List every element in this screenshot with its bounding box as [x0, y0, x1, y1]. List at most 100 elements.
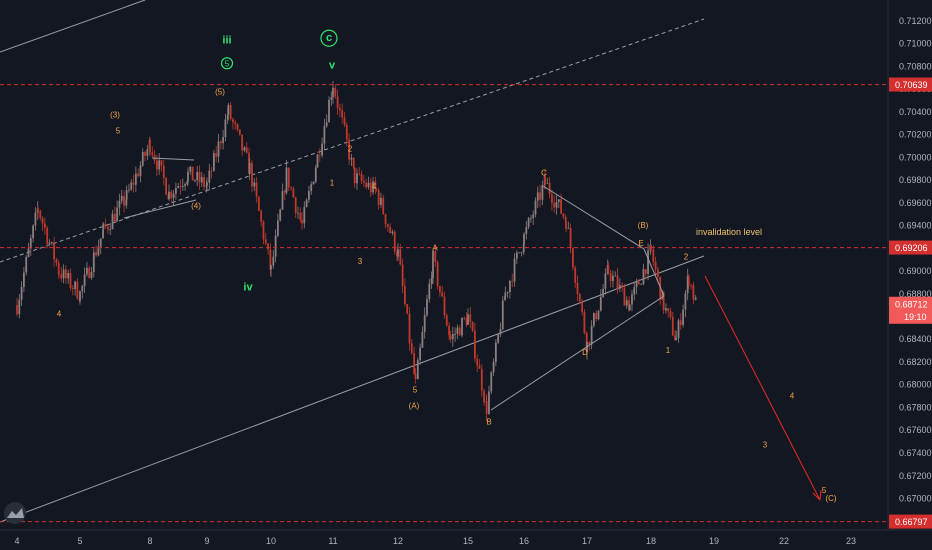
- candle-body: [694, 297, 697, 300]
- candle-body: [210, 170, 213, 172]
- price-level-tag: [889, 514, 932, 529]
- candle-body: [123, 196, 125, 206]
- projection-arrowhead-icon: [812, 489, 822, 501]
- candle-body: [343, 117, 346, 125]
- candle-body: [657, 269, 659, 277]
- price-axis[interactable]: 0.67000 0.67200 0.67400 0.67600 0.67800 0.680…: [887, 0, 932, 530]
- candle-body: [162, 165, 165, 179]
- candle-body: [421, 331, 424, 348]
- candle-body: [348, 139, 350, 160]
- invalidation-label: invalidation level: [696, 227, 762, 237]
- y-tick-label: 0.70200: [899, 130, 932, 140]
- x-tick-label: 23: [846, 536, 856, 546]
- candle-body: [303, 206, 306, 224]
- candle-body: [156, 160, 158, 170]
- candle-body: [241, 134, 244, 151]
- candle-body: [206, 182, 208, 186]
- triangle-line: [643, 248, 665, 297]
- y-tick-label: 0.67000: [899, 494, 932, 504]
- candle-body: [172, 193, 175, 198]
- candle-body: [134, 173, 137, 185]
- candle-body: [408, 313, 411, 344]
- y-tick-label: 0.68000: [899, 380, 932, 390]
- candle-body: [226, 114, 229, 120]
- price-levels: [0, 84, 888, 523]
- y-tick-label: 0.71200: [899, 16, 932, 26]
- candle-body: [184, 184, 186, 186]
- y-tick-label: 0.68200: [899, 357, 932, 367]
- candle-body: [41, 218, 44, 224]
- wave-label: 2: [684, 253, 689, 262]
- x-tick-label: 8: [147, 536, 152, 546]
- candle-body: [339, 107, 341, 111]
- tradingview-logo-icon: [4, 502, 26, 524]
- candle-body: [523, 234, 525, 245]
- candle-body: [393, 231, 396, 252]
- candle-body: [690, 284, 692, 286]
- candle-body: [595, 313, 598, 320]
- candle-body: [569, 228, 572, 249]
- candle-body: [194, 180, 196, 181]
- candle-body: [316, 154, 319, 168]
- candle-body: [471, 321, 474, 331]
- candle-body: [205, 185, 208, 187]
- candle-body: [607, 265, 610, 274]
- candle-body: [654, 261, 657, 270]
- candle-body: [454, 333, 456, 335]
- candle-body: [635, 281, 638, 288]
- candle-body: [391, 231, 394, 233]
- candle-body: [576, 282, 579, 295]
- candle-body: [213, 153, 215, 171]
- candle-body: [428, 283, 431, 300]
- candle-body: [234, 122, 237, 125]
- candle-body: [413, 353, 415, 374]
- candle-body: [187, 171, 189, 181]
- wave-label: 3: [358, 257, 363, 266]
- time-axis[interactable]: 4 5 8 9 10 11 12 15 16 17 18 19 22 23: [0, 529, 932, 546]
- candle-body: [625, 300, 628, 306]
- candle-body: [597, 310, 600, 320]
- candle-body: [604, 273, 607, 289]
- candle-body: [251, 162, 253, 187]
- candle-body: [397, 249, 399, 257]
- candle-body: [279, 209, 282, 221]
- candle-body: [97, 246, 100, 256]
- y-tick-label: 0.70800: [899, 61, 932, 71]
- candle-body: [360, 173, 363, 181]
- x-tick-label: 11: [328, 536, 337, 546]
- candle-body: [652, 249, 655, 262]
- candle-body: [426, 299, 428, 316]
- candle-body: [165, 178, 167, 195]
- candle-body: [356, 173, 358, 184]
- candle-body: [264, 239, 267, 244]
- price-level-value: 0.70639: [895, 80, 928, 90]
- candle-body: [590, 325, 593, 345]
- pattern-lines: [123, 157, 822, 501]
- candle-body: [109, 229, 112, 231]
- candle-body: [567, 228, 570, 229]
- candle-body: [181, 185, 184, 187]
- candle-body: [90, 271, 93, 278]
- candle-body: [132, 182, 135, 185]
- candle-body: [67, 272, 70, 279]
- y-tick-label: 0.68400: [899, 334, 932, 344]
- price-level-value: 0.69206: [895, 243, 928, 253]
- candle-body: [330, 97, 333, 100]
- candle-body: [219, 141, 222, 144]
- x-tick-label: 5: [77, 536, 82, 546]
- wave-label: c: [326, 32, 332, 44]
- wave-label: 4: [790, 391, 795, 400]
- candle-body: [283, 191, 286, 193]
- candle-body: [478, 365, 481, 369]
- candle-body: [285, 167, 288, 193]
- candle-body: [541, 185, 544, 200]
- candle-body: [671, 317, 674, 336]
- candle-body: [467, 314, 469, 325]
- candle-body: [137, 173, 140, 177]
- candle-body: [189, 166, 192, 172]
- candle-body: [389, 226, 392, 233]
- x-tick-label: 18: [646, 536, 656, 546]
- candle-body: [191, 166, 194, 181]
- candle-body: [367, 182, 370, 188]
